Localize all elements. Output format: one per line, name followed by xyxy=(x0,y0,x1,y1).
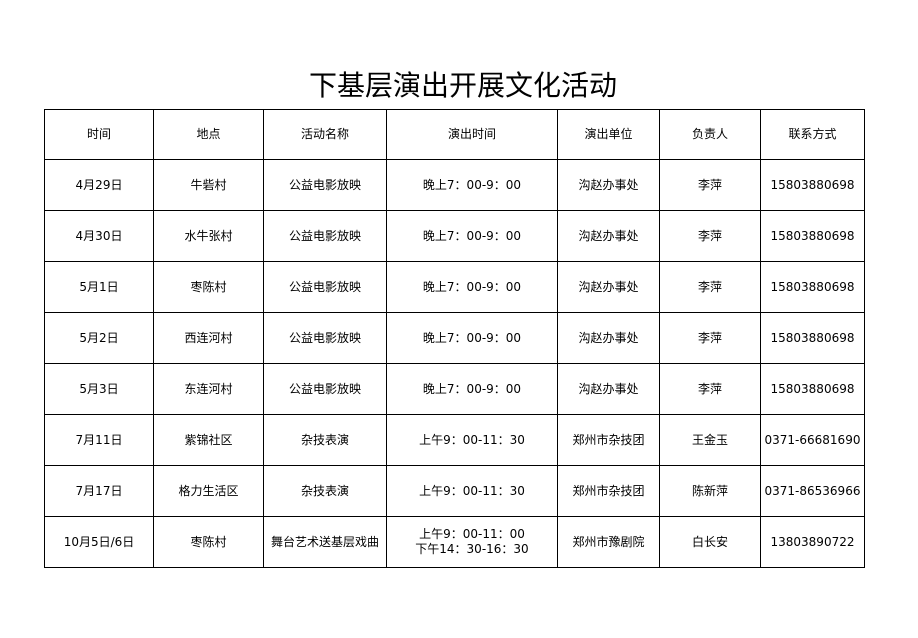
table-cell: 公益电影放映 xyxy=(263,312,387,364)
table-cell: 13803890722 xyxy=(760,516,865,568)
header-cell: 演出时间 xyxy=(386,109,558,160)
table-cell: 枣陈村 xyxy=(153,516,264,568)
table-cell: 15803880698 xyxy=(760,312,865,364)
table-cell: 李萍 xyxy=(659,363,761,415)
table-row: 7月17日 格力生活区 杂技表演 上午9：00-11：30 郑州市杂技团 陈新萍 0371-… xyxy=(44,465,865,517)
table-cell: 15803880698 xyxy=(760,363,865,415)
table-cell: 晚上7：00-9：00 xyxy=(386,363,558,415)
table-row: 5月2日 西连河村 公益电影放映 晚上7：00-9：00 沟赵办事处 李萍 15803880… xyxy=(44,312,865,364)
table-cell: 杂技表演 xyxy=(263,414,387,466)
table-row: 5月1日 枣陈村 公益电影放映 晚上7：00-9：00 沟赵办事处 李萍 158038806… xyxy=(44,261,865,313)
table-cell: 陈新萍 xyxy=(659,465,761,517)
table-cell: 沟赵办事处 xyxy=(557,210,660,262)
table-cell: 晚上7：00-9：00 xyxy=(386,261,558,313)
table-cell: 郑州市豫剧院 xyxy=(557,516,660,568)
table-cell: 5月3日 xyxy=(44,363,154,415)
table-cell: 李萍 xyxy=(659,210,761,262)
table-cell: 公益电影放映 xyxy=(263,159,387,211)
table-cell: 水牛张村 xyxy=(153,210,264,262)
table-cell: 4月30日 xyxy=(44,210,154,262)
table-cell: 上午9：00-11：30 xyxy=(386,414,558,466)
table-cell: 0371-66681690 xyxy=(760,414,865,466)
table-cell: 5月1日 xyxy=(44,261,154,313)
header-cell: 时间 xyxy=(44,109,154,160)
table-cell: 李萍 xyxy=(659,312,761,364)
table-row: 10月5日/6日 枣陈村 舞台艺术送基层戏曲 上午9：00-11：00 下午14：30… xyxy=(44,516,865,568)
table-cell: 7月11日 xyxy=(44,414,154,466)
table-cell: 4月29日 xyxy=(44,159,154,211)
table-cell: 郑州市杂技团 xyxy=(557,414,660,466)
table-cell: 15803880698 xyxy=(760,210,865,262)
table-cell: 上午9：00-11：00 下午14：30-16：30 xyxy=(386,516,558,568)
table-cell: 王金玉 xyxy=(659,414,761,466)
table-row: 7月11日 紫锦社区 杂技表演 上午9：00-11：30 郑州市杂技团 王金玉 0371-6… xyxy=(44,414,865,466)
table-cell: 15803880698 xyxy=(760,261,865,313)
table-cell: 10月5日/6日 xyxy=(44,516,154,568)
table-cell: 5月2日 xyxy=(44,312,154,364)
table-cell: 15803880698 xyxy=(760,159,865,211)
table-row: 4月30日 水牛张村 公益电影放映 晚上7：00-9：00 沟赵办事处 李萍 1580388… xyxy=(44,210,865,262)
header-cell: 演出单位 xyxy=(557,109,660,160)
table-cell: 舞台艺术送基层戏曲 xyxy=(263,516,387,568)
table-cell: 白长安 xyxy=(659,516,761,568)
table-cell: 沟赵办事处 xyxy=(557,363,660,415)
table-cell: 晚上7：00-9：00 xyxy=(386,210,558,262)
table-cell: 东连河村 xyxy=(153,363,264,415)
header-cell: 地点 xyxy=(153,109,264,160)
table-cell: 沟赵办事处 xyxy=(557,312,660,364)
table-cell: 晚上7：00-9：00 xyxy=(386,312,558,364)
table-cell: 公益电影放映 xyxy=(263,363,387,415)
table-header-row: 时间 地点 活动名称 演出时间 演出单位 负责人 联系方式 xyxy=(44,109,865,160)
table-cell: 格力生活区 xyxy=(153,465,264,517)
table-cell: 0371-86536966 xyxy=(760,465,865,517)
table-cell: 郑州市杂技团 xyxy=(557,465,660,517)
page-title: 下基层演出开展文化活动 xyxy=(308,69,617,102)
table-cell: 紫锦社区 xyxy=(153,414,264,466)
table-cell: 西连河村 xyxy=(153,312,264,364)
table-cell: 7月17日 xyxy=(44,465,154,517)
table-row: 4月29日 牛砦村 公益电影放映 晚上7：00-9：00 沟赵办事处 李萍 15803880… xyxy=(44,159,865,211)
table-cell: 公益电影放映 xyxy=(263,210,387,262)
table-cell: 上午9：00-11：30 xyxy=(386,465,558,517)
table-row: 5月3日 东连河村 公益电影放映 晚上7：00-9：00 沟赵办事处 李萍 15803880… xyxy=(44,363,865,415)
table-cell: 沟赵办事处 xyxy=(557,159,660,211)
header-cell: 活动名称 xyxy=(263,109,387,160)
table-cell: 李萍 xyxy=(659,159,761,211)
header-cell: 联系方式 xyxy=(760,109,865,160)
table-cell: 杂技表演 xyxy=(263,465,387,517)
table-cell: 枣陈村 xyxy=(153,261,264,313)
schedule-table: 时间 地点 活动名称 演出时间 演出单位 负责人 联系方式 4月29日 牛砦村 公益电影放映 晚上7… xyxy=(44,109,865,568)
header-cell: 负责人 xyxy=(659,109,761,160)
table-cell: 公益电影放映 xyxy=(263,261,387,313)
table-cell: 李萍 xyxy=(659,261,761,313)
table-cell: 牛砦村 xyxy=(153,159,264,211)
table-cell: 晚上7：00-9：00 xyxy=(386,159,558,211)
table-cell: 沟赵办事处 xyxy=(557,261,660,313)
